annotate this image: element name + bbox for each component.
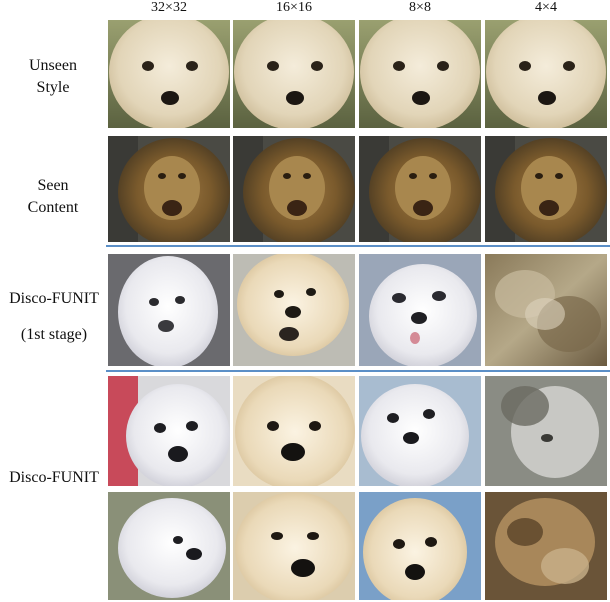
final-result-32-a bbox=[108, 376, 230, 486]
final-result-4-a bbox=[485, 376, 607, 486]
final-result-32-b bbox=[108, 492, 230, 600]
row-label-seen-content: Seen Content bbox=[27, 177, 79, 216]
content-image-4 bbox=[485, 136, 607, 242]
final-result-16-b bbox=[233, 492, 355, 600]
stage1-result-4 bbox=[485, 254, 607, 366]
stage1-result-32 bbox=[108, 254, 230, 366]
style-image-32 bbox=[108, 20, 230, 128]
column-header-16: 16×16 bbox=[276, 0, 312, 15]
final-result-8-b bbox=[359, 492, 481, 600]
separator-line bbox=[106, 245, 610, 247]
final-result-16-a bbox=[233, 376, 355, 486]
column-header-4: 4×4 bbox=[535, 0, 557, 15]
style-image-16 bbox=[233, 20, 355, 128]
final-result-8-a bbox=[359, 376, 481, 486]
row-label-unseen-style: Unseen Style bbox=[29, 57, 77, 96]
row-label-disco-funit-stage1: Disco-FUNIT (1st stage) bbox=[9, 290, 99, 343]
column-header-8: 8×8 bbox=[409, 0, 431, 15]
column-header-32: 32×32 bbox=[151, 0, 187, 15]
separator-line bbox=[106, 370, 610, 372]
final-result-4-b bbox=[485, 492, 607, 600]
content-image-8 bbox=[359, 136, 481, 242]
style-image-4 bbox=[485, 20, 607, 128]
stage1-result-8 bbox=[359, 254, 481, 366]
content-image-16 bbox=[233, 136, 355, 242]
row-label-disco-funit: Disco-FUNIT bbox=[9, 469, 99, 486]
style-image-8 bbox=[359, 20, 481, 128]
content-image-32 bbox=[108, 136, 230, 242]
stage1-result-16 bbox=[233, 254, 355, 366]
